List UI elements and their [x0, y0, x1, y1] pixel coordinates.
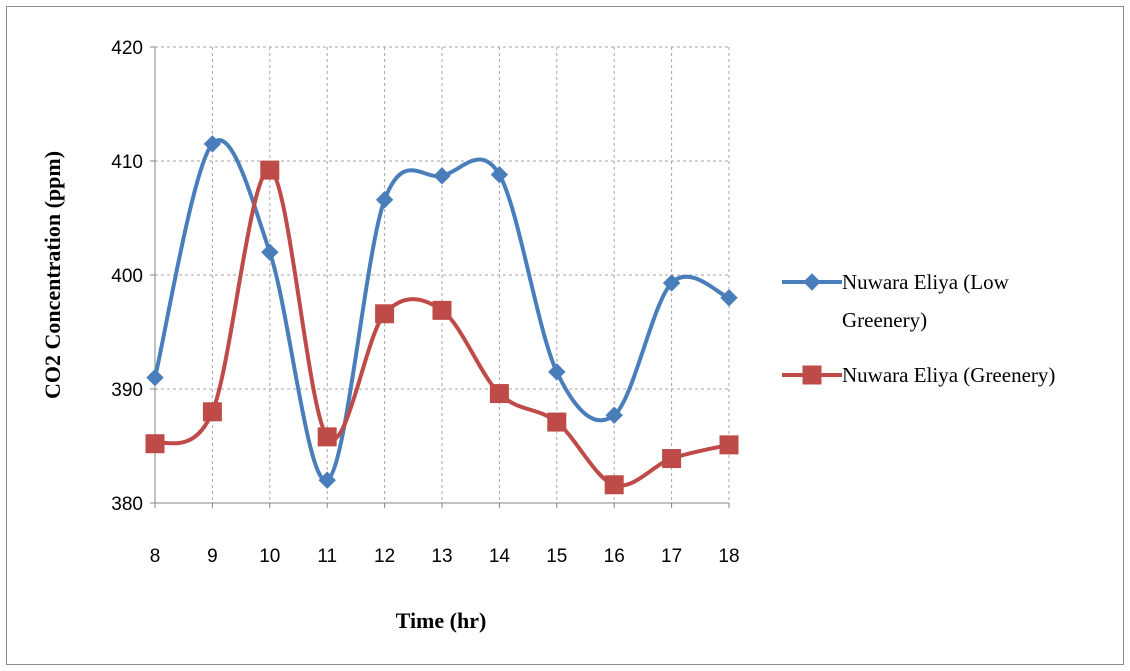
axes: [150, 46, 730, 508]
legend-marker: [803, 273, 821, 291]
data-point-diamond: [548, 363, 566, 381]
legend-label: Nuwara Eliya (Low: [842, 270, 1010, 294]
legend-label: Nuwara Eliya (Greenery): [842, 363, 1055, 387]
series-layer: [145, 135, 739, 495]
data-point-square: [547, 412, 567, 432]
data-point-diamond: [490, 165, 509, 184]
legend-label: Greenery): [842, 308, 927, 332]
legend-marker: [802, 365, 822, 385]
legend-entry-2: Nuwara Eliya (Greenery): [782, 363, 1055, 387]
x-tick-label: 8: [150, 546, 161, 567]
x-tick-label: 12: [374, 546, 395, 567]
data-point-square: [145, 434, 165, 454]
data-point-square: [375, 304, 395, 324]
data-point-square: [317, 427, 337, 447]
x-tick-label: 17: [661, 546, 682, 567]
legend-entry-1: Nuwara Eliya (Low Greenery): [782, 270, 1010, 332]
data-point-square: [604, 475, 624, 495]
x-tick-label: 15: [546, 546, 567, 567]
y-tick-label: 380: [111, 494, 143, 515]
x-axis-title: Time (hr): [396, 608, 487, 633]
data-point-diamond: [433, 167, 451, 185]
data-point-square: [432, 300, 452, 320]
y-tick-label: 400: [111, 266, 143, 287]
y-tick-label: 420: [111, 38, 143, 59]
y-tick-labels: 380 390 400 410 420: [111, 38, 143, 515]
data-point-diamond: [375, 191, 394, 209]
data-point-square: [260, 160, 280, 180]
x-tick-label: 13: [431, 546, 452, 567]
x-tick-label: 14: [489, 546, 511, 567]
data-point-diamond: [605, 406, 623, 424]
y-axis-title: CO2 Concentration (ppm): [40, 151, 65, 399]
data-point-diamond: [318, 471, 336, 489]
data-point-diamond: [720, 289, 738, 307]
data-point-square: [489, 384, 509, 404]
x-tick-labels: 8 9 10 11 12 13 14 15 16 17 18: [150, 546, 740, 567]
data-point-square: [719, 435, 739, 455]
x-tick-label: 9: [207, 546, 218, 567]
x-tick-label: 16: [604, 546, 625, 567]
data-point-square: [202, 402, 222, 422]
data-point-diamond: [662, 274, 681, 292]
data-point-diamond: [146, 368, 164, 387]
x-tick-label: 10: [259, 546, 280, 567]
x-tick-label: 18: [718, 546, 739, 567]
chart-frame: [6, 6, 1124, 665]
series-1: [146, 135, 738, 489]
series-2: [145, 160, 739, 495]
data-point-diamond: [261, 243, 279, 261]
x-tick-label: 11: [317, 546, 337, 567]
y-tick-label: 410: [111, 152, 143, 173]
data-point-square: [662, 449, 682, 469]
y-tick-label: 390: [111, 380, 143, 401]
data-point-diamond: [203, 135, 222, 153]
